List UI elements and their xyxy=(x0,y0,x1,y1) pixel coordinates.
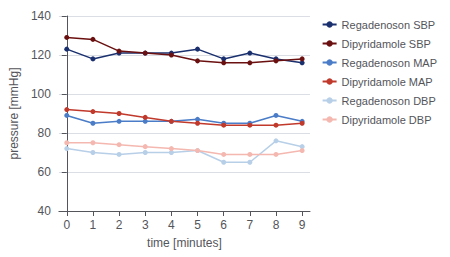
svg-text:3: 3 xyxy=(142,218,149,232)
svg-text:Regadenoson DBP: Regadenoson DBP xyxy=(342,95,436,107)
svg-text:40: 40 xyxy=(38,204,52,218)
svg-text:5: 5 xyxy=(194,218,201,232)
svg-text:Dipyridamole MAP: Dipyridamole MAP xyxy=(342,76,433,88)
svg-text:140: 140 xyxy=(31,9,51,23)
svg-text:pressure [mmHg]: pressure [mmHg] xyxy=(7,67,21,159)
svg-text:120: 120 xyxy=(31,48,51,62)
svg-text:Dipyridamole SBP: Dipyridamole SBP xyxy=(342,38,431,50)
svg-text:80: 80 xyxy=(38,126,52,140)
svg-text:7: 7 xyxy=(247,218,254,232)
svg-text:1: 1 xyxy=(90,218,97,232)
svg-text:4: 4 xyxy=(168,218,175,232)
svg-text:2: 2 xyxy=(116,218,123,232)
svg-text:6: 6 xyxy=(220,218,227,232)
svg-text:100: 100 xyxy=(31,87,51,101)
svg-text:9: 9 xyxy=(299,218,306,232)
svg-text:60: 60 xyxy=(38,165,52,179)
svg-text:Dipyridamole DBP: Dipyridamole DBP xyxy=(342,114,432,126)
svg-text:Regadenoson SBP: Regadenoson SBP xyxy=(342,19,436,31)
svg-text:8: 8 xyxy=(273,218,280,232)
svg-text:0: 0 xyxy=(63,218,70,232)
svg-text:time [minutes]: time [minutes] xyxy=(147,236,222,250)
svg-text:Regadenoson MAP: Regadenoson MAP xyxy=(342,57,437,69)
